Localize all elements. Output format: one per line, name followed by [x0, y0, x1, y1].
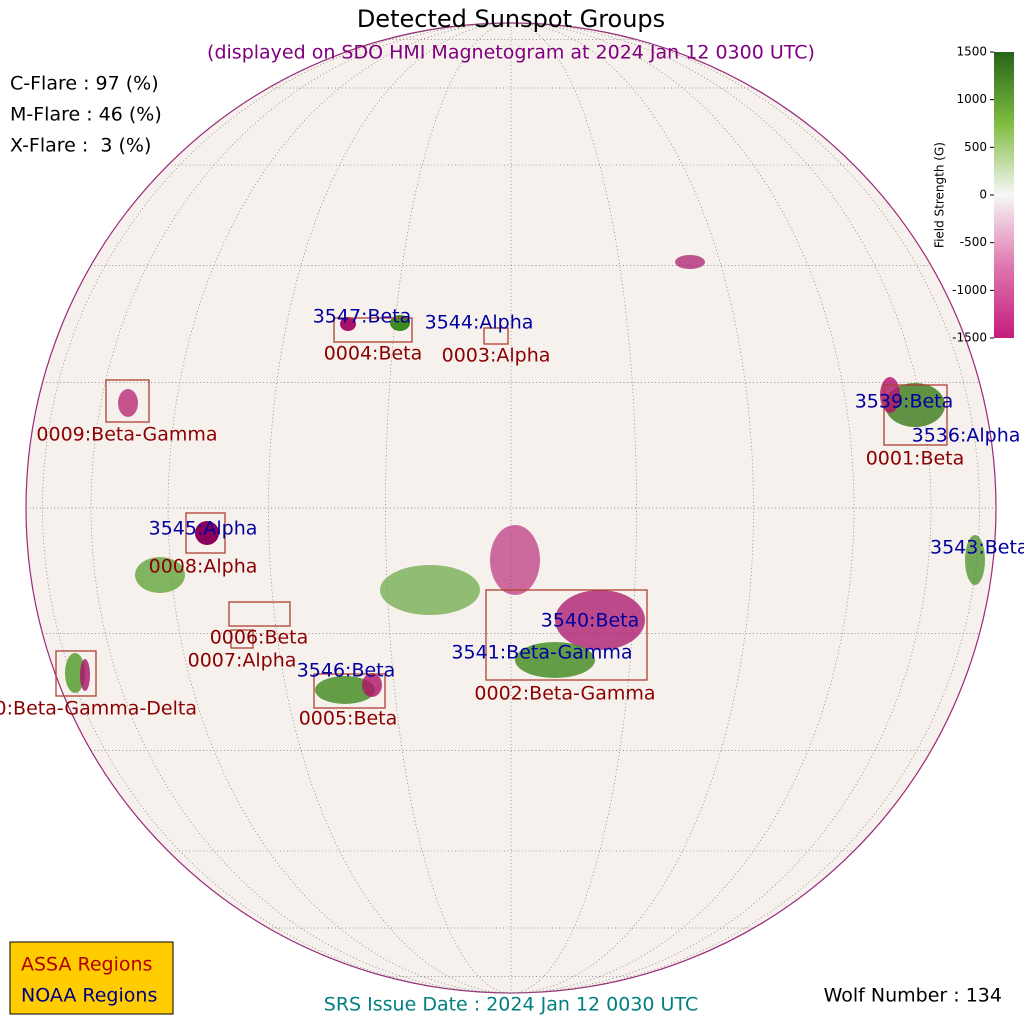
- title: Detected Sunspot Groups: [357, 5, 665, 33]
- longitude-line: [510, 23, 855, 993]
- colorbar-tick-label: 0: [979, 188, 987, 202]
- assa-region-label: 0005:Beta: [299, 708, 398, 730]
- magnetic-field: [65, 255, 985, 704]
- noaa-region-label: 3546:Beta: [297, 660, 396, 682]
- region-boxes: [55, 317, 948, 709]
- flare-probability: X-Flare : 3 (%): [10, 135, 151, 157]
- noaa-region-label: 3541:Beta-Gamma: [451, 642, 632, 664]
- longitude-line: [167, 23, 512, 993]
- assa-region-label: 0008:Alpha: [149, 556, 258, 578]
- noaa-region-label: 3543:Beta: [930, 537, 1024, 559]
- issue-date: SRS Issue Date : 2024 Jan 12 0030 UTC: [324, 994, 698, 1016]
- colorbar-label: Field Strength (G): [933, 142, 947, 248]
- noaa-region-label: 3536:Alpha: [912, 425, 1021, 447]
- longitude-line: [510, 23, 754, 993]
- assa-region-label: 0007:Alpha: [188, 650, 297, 672]
- flare-probability: C-Flare : 97 (%): [10, 73, 159, 95]
- colorbar-tick-label: 1000: [956, 92, 987, 106]
- noaa-region-label: 3547:Beta: [313, 306, 412, 328]
- assa-region-label: 0004:Beta: [324, 343, 423, 365]
- colorbar: [994, 52, 1014, 338]
- wolf-number: Wolf Number : 134: [824, 985, 1002, 1007]
- assa-region-label: 0006:Beta: [210, 627, 309, 649]
- colorbar-tick-label: 500: [964, 140, 987, 154]
- assa-region-label: 0003:Alpha: [442, 345, 551, 367]
- longitude-line: [385, 23, 512, 993]
- longitude-line: [510, 23, 637, 993]
- solar-disk: [25, 22, 997, 994]
- noaa-region-label: 3545:Alpha: [149, 518, 258, 540]
- colorbar-tick-label: 1500: [956, 45, 987, 59]
- colorbar-tick-label: -1500: [952, 331, 987, 345]
- noaa-region-label: 3539:Beta: [855, 391, 954, 413]
- colorbar-tick-label: -1000: [952, 283, 987, 297]
- legend-box: [9, 941, 174, 1015]
- legend-assa: ASSA Regions: [21, 954, 152, 976]
- subtitle: (displayed on SDO HMI Magnetogram at 202…: [207, 42, 815, 64]
- heliographic-grid: [26, 23, 996, 993]
- assa-region-label: 0001:Beta: [866, 448, 965, 470]
- assa-region-label: 0002:Beta-Gamma: [474, 683, 655, 705]
- legend-noaa: NOAA Regions: [21, 985, 157, 1007]
- assa-region-label: 0009:Beta-Gamma: [36, 424, 217, 446]
- longitude-line: [268, 23, 512, 993]
- colorbar-tick-label: -500: [960, 235, 987, 249]
- flare-probability: M-Flare : 46 (%): [10, 104, 162, 126]
- noaa-region-label: 3544:Alpha: [425, 312, 534, 334]
- noaa-region-label: 3540:Beta: [541, 610, 640, 632]
